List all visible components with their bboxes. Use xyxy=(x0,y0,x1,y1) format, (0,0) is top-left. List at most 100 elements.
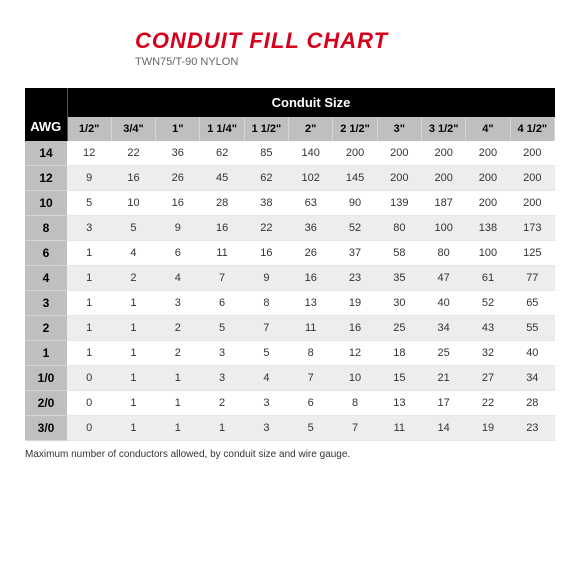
size-header-cell: 1 1/2" xyxy=(244,117,288,141)
size-header-cell: 3" xyxy=(377,117,421,141)
data-cell: 11 xyxy=(377,416,421,441)
table-row: 105101628386390139187200200 xyxy=(25,191,555,216)
data-cell: 1 xyxy=(111,291,155,316)
data-cell: 32 xyxy=(466,341,510,366)
data-cell: 5 xyxy=(200,316,244,341)
data-cell: 200 xyxy=(466,141,510,166)
data-cell: 36 xyxy=(156,141,200,166)
data-cell: 1 xyxy=(156,366,200,391)
data-cell: 11 xyxy=(289,316,333,341)
data-cell: 34 xyxy=(510,366,554,391)
data-cell: 0 xyxy=(67,366,111,391)
data-cell: 36 xyxy=(289,216,333,241)
table-row: 83591622365280100138173 xyxy=(25,216,555,241)
data-cell: 21 xyxy=(422,366,466,391)
page-title: CONDUIT FILL CHART xyxy=(135,30,580,52)
data-cell: 140 xyxy=(289,141,333,166)
conduit-size-group-header: Conduit Size xyxy=(67,88,555,117)
data-cell: 25 xyxy=(377,316,421,341)
data-cell: 6 xyxy=(200,291,244,316)
data-cell: 2 xyxy=(156,341,200,366)
data-cell: 200 xyxy=(466,166,510,191)
data-cell: 1 xyxy=(67,291,111,316)
data-cell: 3 xyxy=(244,391,288,416)
data-cell: 139 xyxy=(377,191,421,216)
data-cell: 125 xyxy=(510,241,554,266)
data-cell: 3 xyxy=(156,291,200,316)
table-row: 12916264562102145200200200200 xyxy=(25,166,555,191)
data-cell: 17 xyxy=(422,391,466,416)
data-cell: 22 xyxy=(244,216,288,241)
data-cell: 12 xyxy=(67,141,111,166)
table-row: 11123581218253240 xyxy=(25,341,555,366)
awg-cell: 8 xyxy=(25,216,67,241)
awg-cell: 6 xyxy=(25,241,67,266)
data-cell: 16 xyxy=(156,191,200,216)
size-header-cell: 3/4" xyxy=(111,117,155,141)
data-cell: 85 xyxy=(244,141,288,166)
data-cell: 1 xyxy=(67,341,111,366)
data-cell: 5 xyxy=(67,191,111,216)
data-cell: 3 xyxy=(67,216,111,241)
table-row: 211257111625344355 xyxy=(25,316,555,341)
data-cell: 200 xyxy=(466,191,510,216)
table-header-sizes: 1/2"3/4"1"1 1/4"1 1/2"2"2 1/2"3"3 1/2"4"… xyxy=(25,117,555,141)
data-cell: 58 xyxy=(377,241,421,266)
data-cell: 28 xyxy=(510,391,554,416)
page-header: CONDUIT FILL CHART TWN75/T-90 NYLON xyxy=(0,0,580,88)
data-cell: 23 xyxy=(510,416,554,441)
data-cell: 3 xyxy=(200,341,244,366)
data-cell: 200 xyxy=(422,166,466,191)
data-cell: 13 xyxy=(289,291,333,316)
size-header-cell: 1 1/4" xyxy=(200,117,244,141)
data-cell: 27 xyxy=(466,366,510,391)
table-row: 3/0011135711141923 xyxy=(25,416,555,441)
data-cell: 47 xyxy=(422,266,466,291)
data-cell: 6 xyxy=(289,391,333,416)
page-subtitle: TWN75/T-90 NYLON xyxy=(135,56,580,68)
data-cell: 0 xyxy=(67,416,111,441)
awg-header-cell: AWG xyxy=(25,88,67,141)
data-cell: 1 xyxy=(200,416,244,441)
data-cell: 7 xyxy=(200,266,244,291)
data-cell: 43 xyxy=(466,316,510,341)
data-cell: 1 xyxy=(67,316,111,341)
data-cell: 4 xyxy=(244,366,288,391)
awg-cell: 1/0 xyxy=(25,366,67,391)
data-cell: 173 xyxy=(510,216,554,241)
data-cell: 5 xyxy=(244,341,288,366)
awg-cell: 1 xyxy=(25,341,67,366)
data-cell: 55 xyxy=(510,316,554,341)
data-cell: 19 xyxy=(333,291,377,316)
data-cell: 6 xyxy=(156,241,200,266)
data-cell: 16 xyxy=(244,241,288,266)
data-cell: 16 xyxy=(200,216,244,241)
size-header-cell: 4" xyxy=(466,117,510,141)
data-cell: 3 xyxy=(244,416,288,441)
data-cell: 18 xyxy=(377,341,421,366)
data-cell: 25 xyxy=(422,341,466,366)
data-cell: 62 xyxy=(200,141,244,166)
data-cell: 28 xyxy=(200,191,244,216)
footnote: Maximum number of conductors allowed, by… xyxy=(0,441,580,460)
data-cell: 5 xyxy=(289,416,333,441)
data-cell: 2 xyxy=(200,391,244,416)
data-cell: 14 xyxy=(422,416,466,441)
data-cell: 1 xyxy=(111,391,155,416)
data-cell: 3 xyxy=(200,366,244,391)
data-cell: 200 xyxy=(333,141,377,166)
data-cell: 34 xyxy=(422,316,466,341)
data-cell: 40 xyxy=(422,291,466,316)
table-container: AWG Conduit Size 1/2"3/4"1"1 1/4"1 1/2"2… xyxy=(0,88,580,441)
data-cell: 13 xyxy=(377,391,421,416)
size-header-cell: 2 1/2" xyxy=(333,117,377,141)
data-cell: 22 xyxy=(466,391,510,416)
size-header-cell: 2" xyxy=(289,117,333,141)
data-cell: 1 xyxy=(111,416,155,441)
data-cell: 1 xyxy=(67,241,111,266)
data-cell: 200 xyxy=(510,141,554,166)
table-body: 1412223662851402002002002002001291626456… xyxy=(25,141,555,441)
data-cell: 200 xyxy=(377,166,421,191)
data-cell: 7 xyxy=(333,416,377,441)
data-cell: 16 xyxy=(289,266,333,291)
